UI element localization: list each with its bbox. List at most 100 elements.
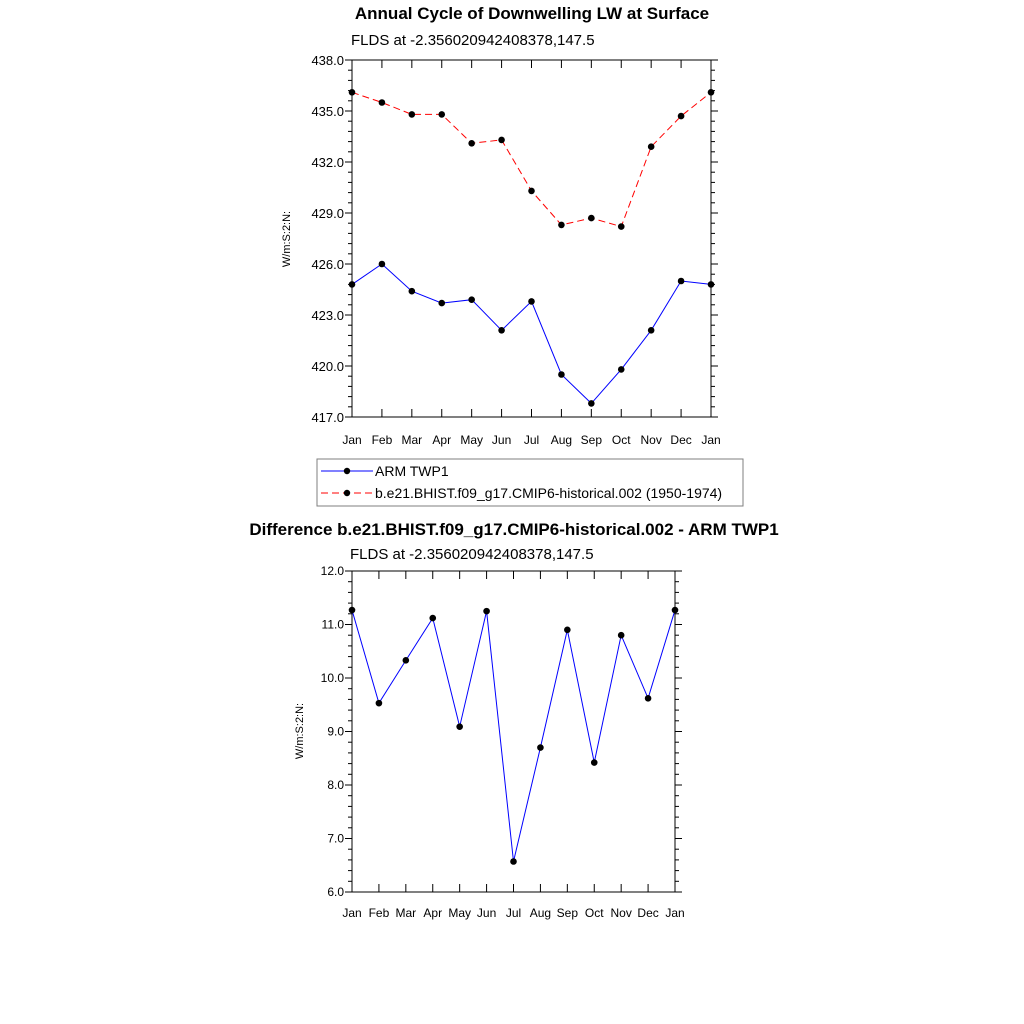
chart1-series-1-point xyxy=(438,111,446,118)
chart2-x-tick-label: Apr xyxy=(423,906,442,920)
chart2-y-tick-label: 7.0 xyxy=(327,832,344,846)
chart1-x-tick-label: Feb xyxy=(372,433,393,447)
chart1-series-1-point xyxy=(617,223,625,230)
chart1-title: Annual Cycle of Downwelling LW at Surfac… xyxy=(355,4,709,23)
chart2-ylabel: W/m:S:2:N: xyxy=(294,703,306,759)
chart1-plot-frame xyxy=(351,59,712,418)
chart2-series-0-point xyxy=(456,723,463,730)
legend-box xyxy=(316,458,744,507)
chart1-y-tick-label: 435.0 xyxy=(311,104,344,119)
chart1-series-1-point xyxy=(677,112,685,120)
chart2-x-tick-label: Jun xyxy=(477,906,496,920)
chart2-y-tick-label: 6.0 xyxy=(327,885,344,899)
chart1-series-0-point xyxy=(588,400,595,407)
chart1-series-1-point xyxy=(378,99,386,106)
chart1-x-tick-label: May xyxy=(460,433,483,447)
chart1-x-tick-label: Apr xyxy=(432,433,451,447)
chart2-x-tick-label: Nov xyxy=(610,906,631,920)
chart2-y-tick-label: 8.0 xyxy=(327,778,344,792)
legend-marker-model xyxy=(343,489,351,497)
chart1-y-tick-label: 417.0 xyxy=(311,410,344,425)
chart2-x-tick-label: Mar xyxy=(395,906,416,920)
chart2-title: Difference b.e21.BHIST.f09_g17.CMIP6-his… xyxy=(249,520,778,539)
chart1-series-0-line xyxy=(351,263,712,405)
difference-chart: Difference b.e21.BHIST.f09_g17.CMIP6-his… xyxy=(249,520,778,920)
chart1-series-0-point xyxy=(408,287,416,295)
chart1-series-0-point xyxy=(558,371,565,378)
chart1-series-0-point xyxy=(647,327,655,334)
chart2-x-tick-label: Dec xyxy=(637,906,658,920)
chart1-series-0-point xyxy=(378,260,386,268)
chart2-series-0-point xyxy=(537,744,544,751)
chart1-series-0-point xyxy=(528,298,535,305)
chart1-x-tick-label: Nov xyxy=(640,433,661,447)
chart1-series-1-point xyxy=(498,136,505,144)
chart2-series-0-point xyxy=(429,614,437,622)
chart2-plot-frame xyxy=(351,570,676,893)
chart2-series-0-point xyxy=(590,759,598,766)
chart2-series-0-point xyxy=(483,607,490,615)
chart2-y-tick-label: 9.0 xyxy=(327,725,344,739)
chart1-x-tick-label: Jul xyxy=(524,433,539,447)
chart2-x-tick-label: Feb xyxy=(369,906,390,920)
chart2-x-tick-label: May xyxy=(448,906,471,920)
chart1-series xyxy=(348,89,715,407)
chart1-x-tick-label: Sep xyxy=(581,433,603,447)
chart2-x-tick-label: Jan xyxy=(665,906,684,920)
chart1-series-1-point xyxy=(588,214,595,222)
legend-label-model: b.e21.BHIST.f09_g17.CMIP6-historical.002… xyxy=(375,485,722,501)
chart2-x-tick-label: Aug xyxy=(530,906,551,920)
chart1-series-0-point xyxy=(617,366,625,373)
chart1-x-tick-label: Oct xyxy=(612,433,631,447)
chart2-series-0-point xyxy=(510,858,517,865)
annual-cycle-chart: Annual Cycle of Downwelling LW at Surfac… xyxy=(281,4,744,507)
chart1-x-tick-label: Dec xyxy=(670,433,691,447)
chart1-series-1-point xyxy=(528,187,535,195)
chart2-x-tick-label: Sep xyxy=(557,906,579,920)
chart2-series-0-line xyxy=(351,609,676,862)
chart1-y-tick-labels: 417.0 420.0 423.0 426.0 429.0 432.0 435.0 438.0 xyxy=(311,53,344,425)
chart2-ticks xyxy=(345,570,682,893)
chart1-series-1-point xyxy=(468,140,475,147)
chart1-y-tick-label: 426.0 xyxy=(311,257,344,272)
chart2-y-tick-label: 11.0 xyxy=(322,618,345,632)
chart2-series xyxy=(348,606,679,865)
chart2-y-tick-label: 12.0 xyxy=(321,564,345,578)
chart2-series-0-point xyxy=(564,626,571,634)
chart1-ticks xyxy=(345,59,718,418)
chart2-series-0-point xyxy=(644,695,652,702)
chart2-y-tick-label: 10.0 xyxy=(321,671,345,685)
chart1-x-tick-label: Aug xyxy=(551,433,572,447)
chart1-x-tick-label: Jun xyxy=(492,433,511,447)
chart2-series-0-point xyxy=(402,657,410,664)
chart2-y-tick-labels: 6.0 7.0 8.0 9.0 10.0 11.0 12.0 xyxy=(321,564,345,899)
chart1-series-1-point xyxy=(647,143,655,150)
chart1-x-tick-label: Jan xyxy=(342,433,361,447)
chart1-y-tick-label: 420.0 xyxy=(311,359,344,374)
legend-marker-arm xyxy=(343,467,351,475)
chart2-series-0-point xyxy=(375,699,383,707)
chart1-series-1-point xyxy=(558,221,565,229)
chart2-x-tick-labels: Jan Feb Mar Apr May Jun Jul Aug Sep Oct Nov Dec Jan xyxy=(342,906,684,920)
chart1-series-1-point xyxy=(408,111,416,118)
legend-label-arm: ARM TWP1 xyxy=(375,463,449,479)
chart1-subtitle: FLDS at -2.356020942408378,147.5 xyxy=(351,32,595,49)
chart2-subtitle: FLDS at -2.356020942408378,147.5 xyxy=(350,546,594,563)
chart2-x-tick-label: Jan xyxy=(342,906,361,920)
chart1-series-1-line xyxy=(351,91,712,228)
chart1-y-tick-label: 429.0 xyxy=(311,206,344,221)
chart1-x-tick-label: Jan xyxy=(701,433,720,447)
chart1-y-tick-label: 432.0 xyxy=(311,155,344,170)
chart2-series-0-point xyxy=(617,631,625,639)
chart1-series-0-point xyxy=(498,327,505,334)
chart1-ylabel: W/m:S:2:N: xyxy=(281,211,293,267)
chart1-y-tick-label: 438.0 xyxy=(311,53,344,68)
chart1-legend: ARM TWP1 b.e21.BHIST.f09_g17.CMIP6-histo… xyxy=(316,458,744,507)
chart2-x-tick-label: Jul xyxy=(506,906,521,920)
chart1-x-tick-labels: Jan Feb Mar Apr May Jun Jul Aug Sep Oct Nov Dec Jan xyxy=(342,433,720,447)
chart1-series-0-point xyxy=(438,299,446,307)
chart1-series-0-point xyxy=(677,277,685,285)
chart1-y-tick-label: 423.0 xyxy=(311,308,344,323)
chart1-x-tick-label: Mar xyxy=(401,433,422,447)
chart2-x-tick-label: Oct xyxy=(585,906,604,920)
